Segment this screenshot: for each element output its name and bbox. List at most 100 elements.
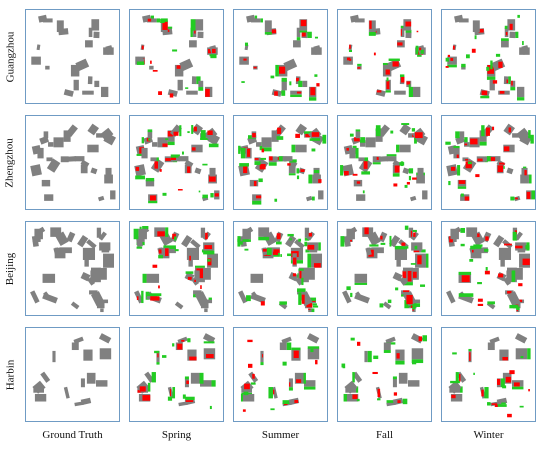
building-shape [191, 144, 203, 153]
column-label-fall: Fall [375, 429, 394, 441]
false-positive-region [412, 306, 416, 310]
false-negative-region [401, 76, 405, 83]
false-negative-region [167, 131, 173, 137]
segmentation-map [445, 123, 535, 202]
building-shape [313, 45, 322, 55]
false-positive-region [398, 246, 409, 249]
false-positive-region [487, 301, 495, 305]
false-positive-region [361, 171, 371, 175]
building-shape [354, 292, 370, 304]
noise-fragment [417, 54, 422, 57]
false-negative-region [205, 88, 210, 97]
false-negative-region [477, 158, 483, 162]
map-tile-beijing-fall [337, 221, 432, 316]
false-negative-region [313, 263, 321, 268]
segmentation-map [238, 123, 327, 205]
building-shape [181, 235, 193, 248]
false-negative-region [364, 227, 369, 235]
noise-fragment [477, 282, 482, 285]
false-positive-region [450, 380, 460, 384]
false-positive-region [281, 90, 286, 96]
building-shape [96, 227, 102, 238]
building-shape [309, 249, 318, 253]
building-shape [514, 231, 523, 241]
noise-fragment [242, 409, 246, 412]
false-positive-region [457, 186, 467, 189]
false-negative-region [507, 290, 512, 294]
false-negative-region [508, 127, 512, 133]
false-positive-region [307, 346, 320, 349]
noise-fragment [259, 145, 263, 151]
false-positive-region [368, 32, 376, 36]
noise-fragment [492, 80, 498, 84]
noise-fragment [404, 225, 409, 230]
false-negative-region [276, 233, 281, 240]
building-shape [354, 273, 368, 283]
false-negative-region [289, 382, 291, 387]
false-positive-region [304, 241, 308, 247]
noise-fragment [393, 392, 398, 396]
building-shape [279, 342, 287, 351]
false-positive-region [403, 282, 413, 286]
false-positive-region [170, 154, 180, 158]
noise-fragment [494, 404, 498, 408]
building-shape [66, 231, 76, 243]
noise-fragment [408, 84, 411, 88]
building-shape [355, 131, 361, 139]
building-shape [392, 271, 403, 282]
segmentation-map [134, 123, 221, 204]
noise-fragment [311, 148, 316, 152]
false-positive-region [348, 49, 352, 52]
false-positive-region [400, 25, 405, 29]
false-positive-region [240, 393, 244, 402]
false-negative-region [481, 389, 484, 397]
false-positive-region [203, 341, 215, 344]
false-positive-region [340, 236, 345, 247]
row-label-text: Harbin [4, 359, 17, 390]
false-negative-region [247, 148, 251, 157]
false-negative-region [461, 275, 470, 283]
noise-fragment [244, 248, 249, 251]
building-shape [46, 157, 53, 162]
building-shape [53, 247, 60, 256]
map-tile-beijing-ground-truth [25, 221, 120, 316]
false-negative-region [150, 296, 160, 301]
false-positive-region [457, 165, 461, 176]
false-negative-region [397, 42, 403, 46]
building-shape [466, 227, 478, 237]
false-negative-region [417, 255, 422, 265]
building-shape [97, 195, 105, 202]
building-shape [80, 397, 92, 406]
false-negative-region [301, 31, 306, 37]
false-negative-region [464, 143, 468, 146]
building-shape [193, 290, 202, 295]
false-positive-region [422, 335, 427, 342]
building-shape [89, 290, 98, 295]
building-shape [470, 247, 482, 259]
map-tile-harbin-ground-truth [25, 327, 120, 422]
column-label-spring: Spring [161, 429, 192, 441]
building-shape [204, 308, 208, 313]
false-positive-region [392, 376, 397, 380]
false-negative-region [402, 271, 407, 279]
false-negative-region [300, 19, 307, 27]
noise-fragment [473, 372, 475, 375]
false-negative-region [299, 270, 302, 279]
false-negative-region [273, 389, 275, 395]
noise-fragment [158, 285, 160, 289]
noise-fragment [280, 254, 282, 257]
building-shape [194, 270, 200, 282]
false-positive-region [510, 87, 516, 91]
false-positive-region [303, 386, 316, 390]
noise-fragment [295, 133, 300, 138]
building-shape [288, 378, 293, 388]
building-shape [490, 156, 501, 162]
noise-fragment [159, 169, 162, 172]
building-shape [93, 31, 100, 39]
false-positive-region [481, 125, 485, 137]
segmentation-map [340, 225, 429, 313]
building-shape [186, 90, 198, 95]
false-negative-region [165, 158, 172, 161]
false-negative-region [497, 378, 501, 385]
noise-fragment [451, 166, 456, 171]
